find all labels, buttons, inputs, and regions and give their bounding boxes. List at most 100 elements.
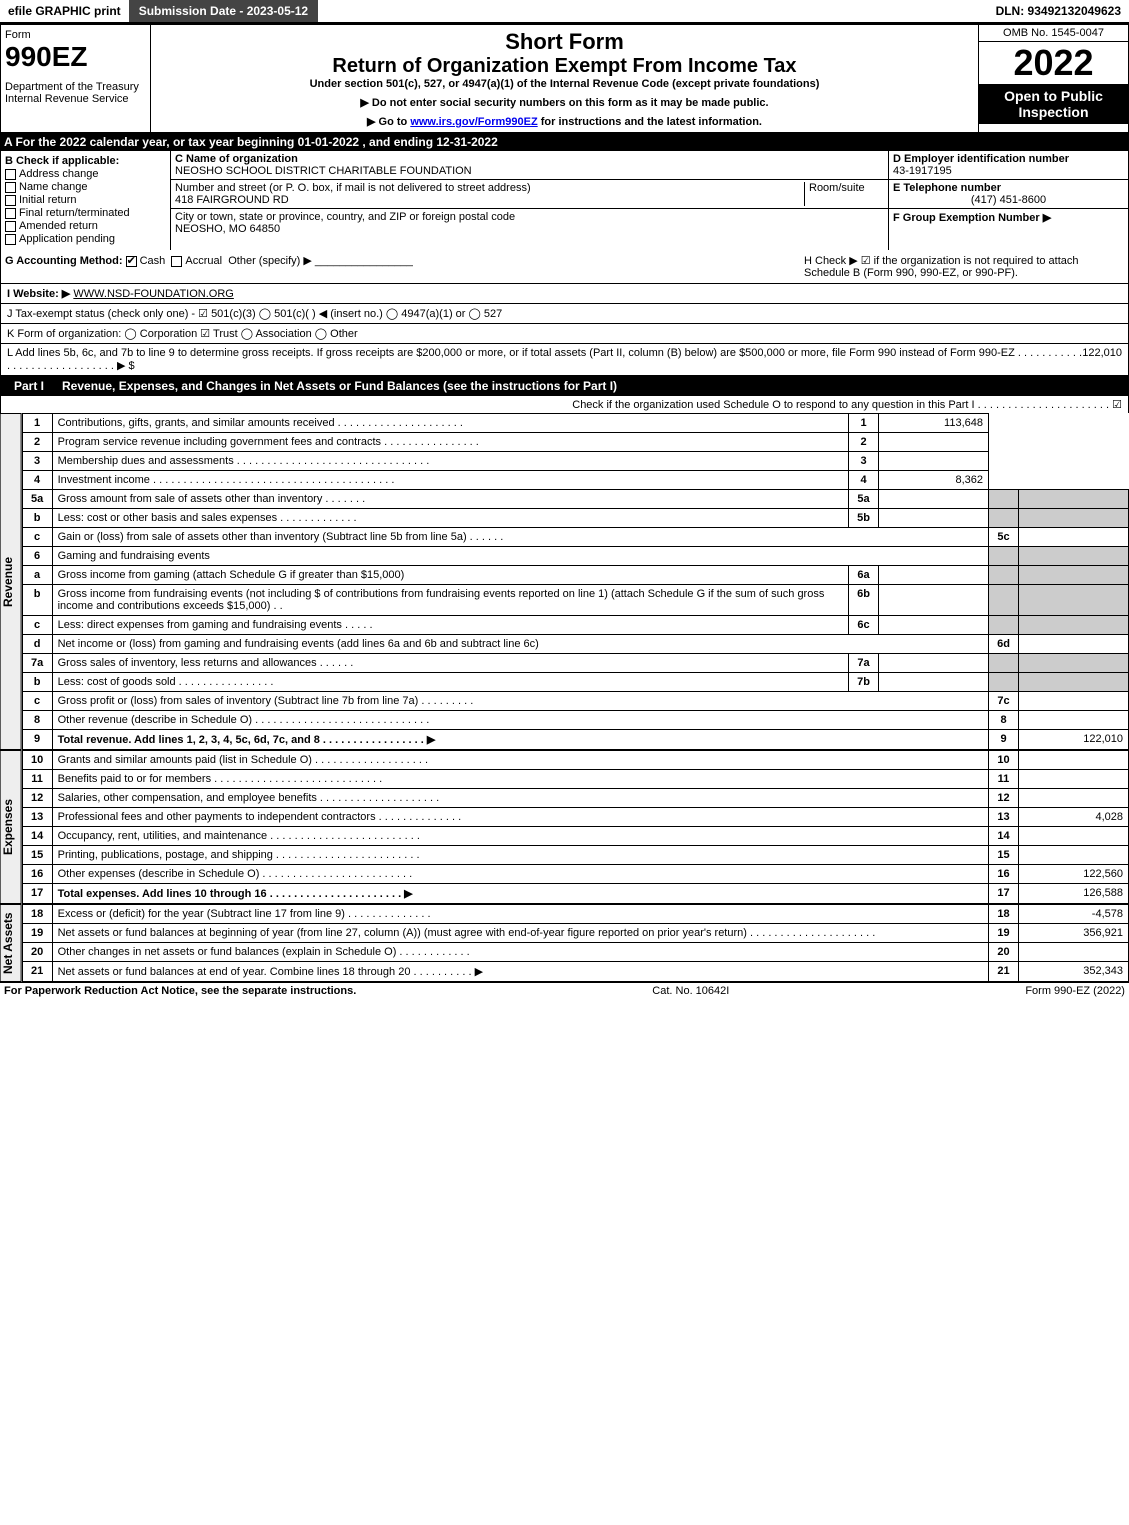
instructions-link-row: ▶ Go to www.irs.gov/Form990EZ for instru…	[155, 115, 974, 128]
chk-final-return[interactable]: Final return/terminated	[5, 207, 166, 219]
line-14: 14Occupancy, rent, utilities, and mainte…	[22, 827, 1128, 846]
form-header: Form 990EZ Department of the Treasury In…	[0, 24, 1129, 133]
row-k: K Form of organization: ◯ Corporation ☑ …	[0, 324, 1129, 344]
line-13: 13Professional fees and other payments t…	[22, 808, 1128, 827]
line-12: 12Salaries, other compensation, and empl…	[22, 789, 1128, 808]
d-row: D Employer identification number 43-1917…	[889, 151, 1128, 180]
note2-post: for instructions and the latest informat…	[538, 116, 762, 128]
netassets-block: Net Assets 18Excess or (deficit) for the…	[0, 904, 1129, 982]
footer-cat-no: Cat. No. 10642I	[652, 985, 729, 997]
form-subtitle: Under section 501(c), 527, or 4947(a)(1)…	[155, 78, 974, 90]
line-4: 4Investment income . . . . . . . . . . .…	[22, 471, 1128, 490]
chk-name-change[interactable]: Name change	[5, 181, 166, 193]
l-text: L Add lines 5b, 6c, and 7b to line 9 to …	[7, 347, 1082, 372]
header-left: Form 990EZ Department of the Treasury In…	[1, 25, 151, 132]
c-addr-row: Number and street (or P. O. box, if mail…	[171, 180, 888, 209]
line-17: 17Total expenses. Add lines 10 through 1…	[22, 884, 1128, 904]
revenue-vertical-label: Revenue	[0, 413, 22, 750]
line-21: 21Net assets or fund balances at end of …	[22, 962, 1128, 982]
section-de: D Employer identification number 43-1917…	[888, 151, 1128, 250]
revenue-block: Revenue 1Contributions, gifts, grants, a…	[0, 413, 1129, 750]
c-city-row: City or town, state or province, country…	[171, 209, 888, 237]
line-11: 11Benefits paid to or for members . . . …	[22, 770, 1128, 789]
chk-cash[interactable]	[126, 256, 137, 267]
ssn-warning: ▶ Do not enter social security numbers o…	[155, 96, 974, 109]
b-title: B Check if applicable:	[5, 155, 166, 167]
expenses-vertical-label: Expenses	[0, 750, 22, 904]
l-value: 122,010	[1082, 347, 1122, 372]
section-bcde: B Check if applicable: Address change Na…	[0, 151, 1129, 250]
chk-accrual[interactable]	[171, 256, 182, 267]
row-i: I Website: ▶ WWW.NSD-FOUNDATION.ORG	[0, 284, 1129, 304]
chk-amended-return[interactable]: Amended return	[5, 220, 166, 232]
irs-link[interactable]: www.irs.gov/Form990EZ	[410, 116, 537, 128]
i-label: I Website: ▶	[7, 288, 70, 300]
line-3: 3Membership dues and assessments . . . .…	[22, 452, 1128, 471]
footer-form-ref: Form 990-EZ (2022)	[1025, 985, 1125, 997]
line-5a: 5aGross amount from sale of assets other…	[22, 490, 1128, 509]
footer-left: For Paperwork Reduction Act Notice, see …	[4, 985, 356, 997]
submission-date: Submission Date - 2023-05-12	[129, 0, 318, 22]
expenses-block: Expenses 10Grants and similar amounts pa…	[0, 750, 1129, 904]
row-gh: G Accounting Method: Cash Accrual Other …	[0, 250, 1129, 284]
org-address: 418 FAIRGROUND RD	[175, 194, 804, 206]
d-label: D Employer identification number	[893, 153, 1124, 165]
dept-label: Department of the Treasury	[5, 81, 146, 93]
c-city-label: City or town, state or province, country…	[175, 211, 884, 223]
cash-label: Cash	[140, 255, 166, 267]
row-j: J Tax-exempt status (check only one) - ☑…	[0, 304, 1129, 324]
line-1: 1Contributions, gifts, grants, and simil…	[22, 414, 1128, 433]
dln-number: DLN: 93492132049623	[988, 0, 1129, 22]
other-label: Other (specify) ▶	[228, 255, 312, 267]
ein-value: 43-1917195	[893, 165, 1124, 177]
g-label: G Accounting Method:	[5, 255, 123, 267]
line-5c: cGain or (loss) from sale of assets othe…	[22, 528, 1128, 547]
netassets-vertical-label: Net Assets	[0, 904, 22, 982]
row-l: L Add lines 5b, 6c, and 7b to line 9 to …	[0, 344, 1129, 376]
tax-year: 2022	[979, 42, 1128, 84]
line-6: 6Gaming and fundraising events	[22, 547, 1128, 566]
line-16: 16Other expenses (describe in Schedule O…	[22, 865, 1128, 884]
f-row: F Group Exemption Number ▶	[889, 209, 1128, 226]
line-9: 9Total revenue. Add lines 1, 2, 3, 4, 5c…	[22, 730, 1128, 750]
line-7a: 7aGross sales of inventory, less returns…	[22, 654, 1128, 673]
section-c: C Name of organization NEOSHO SCHOOL DIS…	[171, 151, 888, 250]
c-name-row: C Name of organization NEOSHO SCHOOL DIS…	[171, 151, 888, 180]
part-i-check: Check if the organization used Schedule …	[0, 396, 1129, 413]
c-name-label: C Name of organization	[175, 153, 884, 165]
org-name: NEOSHO SCHOOL DISTRICT CHARITABLE FOUNDA…	[175, 165, 884, 177]
line-7c: cGross profit or (loss) from sales of in…	[22, 692, 1128, 711]
expenses-table: 10Grants and similar amounts paid (list …	[22, 750, 1129, 904]
c-addr-label: Number and street (or P. O. box, if mail…	[175, 182, 804, 194]
form-number: 990EZ	[5, 41, 146, 73]
line-10: 10Grants and similar amounts paid (list …	[22, 751, 1128, 770]
page-footer: For Paperwork Reduction Act Notice, see …	[0, 982, 1129, 999]
irs-label: Internal Revenue Service	[5, 93, 146, 105]
line-2: 2Program service revenue including gover…	[22, 433, 1128, 452]
chk-initial-return[interactable]: Initial return	[5, 194, 166, 206]
line-8: 8Other revenue (describe in Schedule O) …	[22, 711, 1128, 730]
chk-address-change[interactable]: Address change	[5, 168, 166, 180]
line-6b: bGross income from fundraising events (n…	[22, 585, 1128, 616]
line-6a: aGross income from gaming (attach Schedu…	[22, 566, 1128, 585]
form-label: Form	[5, 29, 146, 41]
efile-print-label[interactable]: efile GRAPHIC print	[0, 0, 129, 22]
section-a-tax-year: A For the 2022 calendar year, or tax yea…	[0, 133, 1129, 151]
part-i-title: Revenue, Expenses, and Changes in Net As…	[62, 379, 617, 393]
header-right: OMB No. 1545-0047 2022 Open to Public In…	[978, 25, 1128, 132]
e-label: E Telephone number	[893, 182, 1124, 194]
revenue-table: 1Contributions, gifts, grants, and simil…	[22, 413, 1129, 750]
part-i-label: Part I	[6, 379, 52, 393]
room-suite-label: Room/suite	[804, 182, 884, 206]
website-value[interactable]: WWW.NSD-FOUNDATION.ORG	[73, 288, 234, 300]
section-h: H Check ▶ ☑ if the organization is not r…	[804, 254, 1124, 279]
header-center: Short Form Return of Organization Exempt…	[151, 25, 978, 132]
top-bar: efile GRAPHIC print Submission Date - 20…	[0, 0, 1129, 24]
phone-value: (417) 451-8600	[893, 194, 1124, 206]
org-city: NEOSHO, MO 64850	[175, 223, 884, 235]
line-18: 18Excess or (deficit) for the year (Subt…	[22, 905, 1128, 924]
line-15: 15Printing, publications, postage, and s…	[22, 846, 1128, 865]
accrual-label: Accrual	[185, 255, 222, 267]
chk-application-pending[interactable]: Application pending	[5, 233, 166, 245]
section-b: B Check if applicable: Address change Na…	[1, 151, 171, 250]
